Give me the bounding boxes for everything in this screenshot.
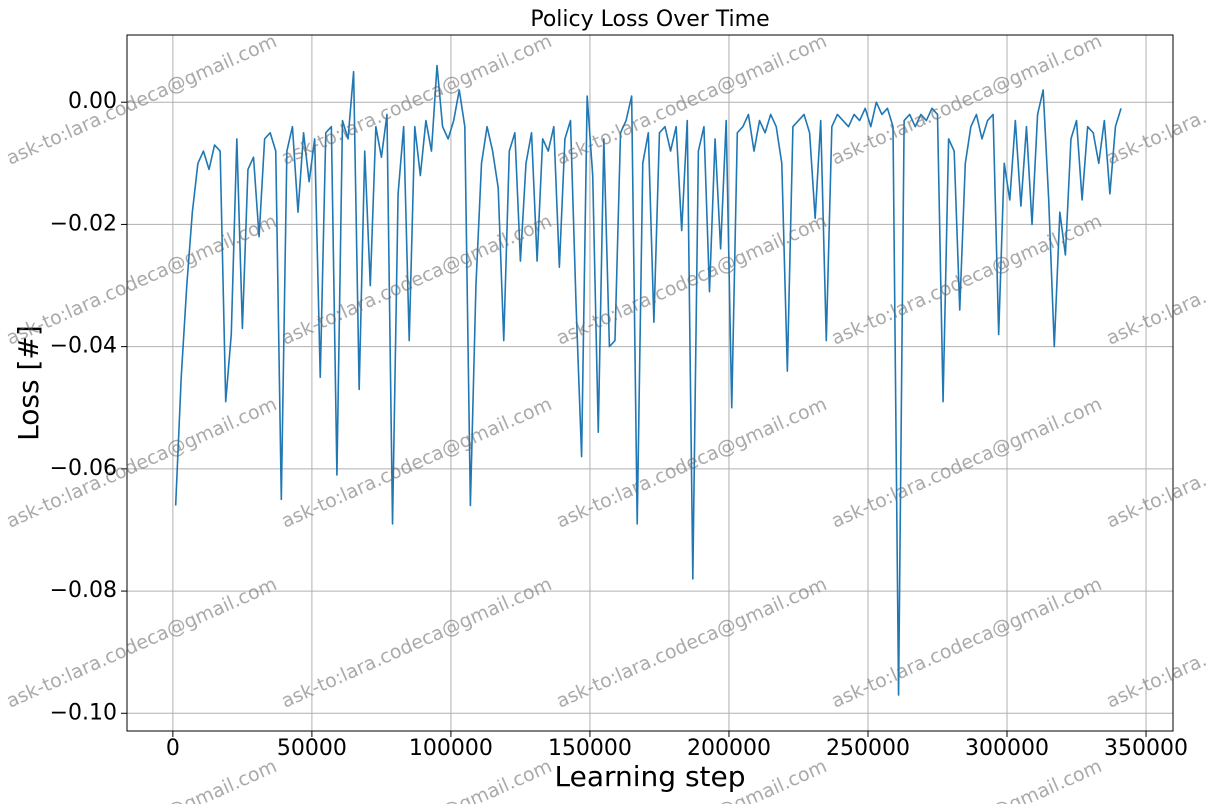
x-tick-label: 250000 (826, 736, 910, 761)
x-tick-label: 100000 (409, 736, 493, 761)
watermark: ask-to:lara.codeca@gmail.com (3, 755, 280, 804)
y-tick-label: −0.08 (50, 578, 117, 603)
chart-title: Policy Loss Over Time (530, 7, 769, 32)
watermark: ask-to:lara.codeca@gmail.com (828, 30, 1105, 170)
watermark: ask-to:lara.codeca@gmail.com (1103, 393, 1206, 533)
watermark: ask-to:lara.codeca@gmail.com (1103, 755, 1206, 804)
x-tick-label: 150000 (548, 736, 632, 761)
x-tick-label: 350000 (1104, 736, 1188, 761)
watermark: ask-to:lara.codeca@gmail.com (3, 210, 280, 350)
x-tick-label: 50000 (277, 736, 347, 761)
watermark: ask-to:lara.codeca@gmail.com (1103, 210, 1206, 350)
x-tick-label: 200000 (687, 736, 771, 761)
y-axis-label: Loss [#] (12, 325, 45, 441)
y-tick-label: −0.02 (50, 211, 117, 236)
watermark: ask-to:lara.codeca@gmail.com (828, 755, 1105, 804)
x-tick-label: 0 (166, 736, 180, 761)
data-line (174, 64, 1122, 696)
watermark: ask-to:lara.codeca@gmail.com (3, 573, 280, 713)
watermark: ask-to:lara.codeca@gmail.com (828, 210, 1105, 350)
watermark: ask-to:lara.codeca@gmail.com (3, 30, 280, 170)
plot-frame (126, 34, 1174, 732)
x-axis-label: Learning step (554, 760, 745, 793)
watermark: ask-to:lara.codeca@gmail.com (828, 393, 1105, 533)
y-tick-label: −0.10 (50, 700, 117, 725)
watermark: ask-to:lara.codeca@gmail.com (278, 210, 555, 350)
watermark: ask-to:lara.codeca@gmail.com (1103, 573, 1206, 713)
y-tick-label: −0.04 (50, 334, 117, 359)
watermark: ask-to:lara.codeca@gmail.com (553, 30, 830, 170)
y-tick-label: 0.00 (68, 89, 117, 114)
watermark: ask-to:lara.codeca@gmail.com (1103, 30, 1206, 170)
watermark: ask-to:lara.codeca@gmail.com (278, 393, 555, 533)
y-tick-label: −0.06 (50, 456, 117, 481)
watermark: ask-to:lara.codeca@gmail.com (278, 573, 555, 713)
watermark: ask-to:lara.codeca@gmail.com (553, 573, 830, 713)
x-tick-label: 300000 (965, 736, 1049, 761)
watermark: ask-to:lara.codeca@gmail.com (828, 573, 1105, 713)
watermark: ask-to:lara.codeca@gmail.com (278, 755, 555, 804)
